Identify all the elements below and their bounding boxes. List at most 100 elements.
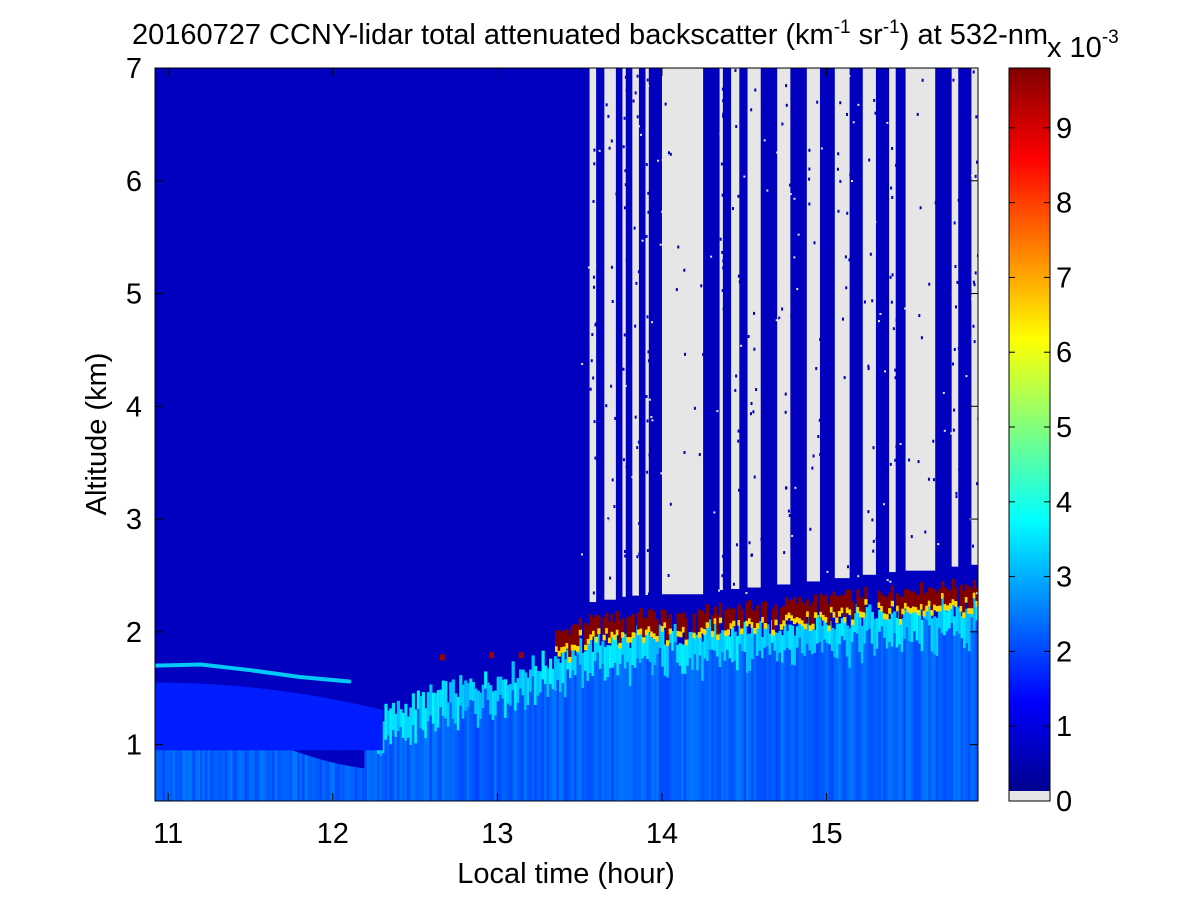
bl-column <box>621 637 625 801</box>
bl-column <box>499 676 503 801</box>
noise-speck <box>633 226 636 230</box>
bl-column <box>264 741 268 801</box>
bl-top-gradient <box>683 644 687 674</box>
bl-column <box>888 619 892 801</box>
bl-column <box>339 764 343 801</box>
bl-top-gradient <box>693 634 697 655</box>
cloud-cell <box>705 604 709 623</box>
lower-layer-cell <box>265 689 270 751</box>
bl-top-gradient <box>666 640 670 678</box>
bl-column <box>406 716 410 801</box>
lower-layer-cell <box>322 697 326 751</box>
noise-speck <box>932 474 935 477</box>
cloud-edge <box>724 630 728 637</box>
cloud-edge <box>621 632 625 638</box>
bl-column <box>556 658 560 801</box>
noise-speck <box>647 210 650 214</box>
no-data-band <box>889 68 896 573</box>
bl-top-gradient <box>885 619 889 649</box>
bl-column <box>297 752 301 801</box>
bl-column <box>371 729 376 801</box>
bl-column <box>633 632 637 801</box>
bl-column <box>421 692 425 801</box>
noise-speck <box>647 359 650 363</box>
bl-column <box>344 765 348 801</box>
lower-layer-cell <box>177 682 182 751</box>
noise-speck <box>919 206 922 210</box>
noise-speck <box>927 477 930 481</box>
noise-speck <box>890 300 893 304</box>
bl-top-gradient <box>748 633 752 671</box>
x-tick-label: 14 <box>646 818 678 850</box>
noise-speck <box>683 268 686 272</box>
bl-column <box>269 743 273 801</box>
bl-column <box>808 616 812 801</box>
plot-frame <box>154 67 979 802</box>
bl-column <box>651 637 655 801</box>
cloud-edge <box>829 606 834 613</box>
bl-column <box>342 765 346 801</box>
bl-column <box>401 712 405 801</box>
bl-column <box>162 743 166 801</box>
cloud-edge <box>845 607 850 614</box>
noise-speck <box>872 549 875 553</box>
cloud-edge <box>668 628 672 635</box>
lower-layer-cell <box>356 704 361 751</box>
cloud-edge <box>811 623 815 630</box>
cloud-edge <box>975 600 978 607</box>
bl-top-gradient <box>461 684 465 719</box>
lower-layer-cell <box>260 688 264 751</box>
cloud-cell <box>832 591 836 612</box>
noise-speck <box>816 100 819 104</box>
noise-speck <box>716 410 719 413</box>
x-axis-ticks: 11 12 13 14 15 <box>153 68 843 850</box>
bl-column <box>571 637 575 801</box>
no-data-band <box>905 68 936 571</box>
noise-speck <box>740 344 743 347</box>
noise-speck <box>976 482 978 486</box>
cloud-edge <box>607 637 612 644</box>
noise-speck <box>610 384 613 388</box>
bl-column <box>908 605 912 801</box>
bl-top-gradient <box>713 622 717 651</box>
noise-speck <box>669 502 672 506</box>
noise-speck <box>722 307 725 311</box>
cloud-edge <box>864 599 868 605</box>
bl-column <box>591 651 595 801</box>
cloud-edge <box>610 631 614 638</box>
lower-layer-cell <box>180 682 184 751</box>
colorbar-tick-label: 9 <box>1056 113 1072 145</box>
cloud-cell <box>724 609 728 631</box>
lower-layer-cell <box>183 683 187 751</box>
noise-speck <box>752 410 755 414</box>
lower-layer-cell <box>262 688 267 751</box>
bl-column <box>366 719 371 801</box>
bl-top-gradient <box>593 633 598 661</box>
bl-column <box>249 737 253 801</box>
noise-speck <box>921 78 924 82</box>
noise-speck <box>836 167 839 171</box>
bl-column <box>948 600 952 801</box>
bl-column <box>731 627 735 801</box>
bl-top-gradient <box>955 606 959 632</box>
noise-speck <box>760 537 763 541</box>
bl-column <box>943 597 947 801</box>
bl-top-gradient <box>661 629 665 667</box>
noise-speck <box>781 307 784 311</box>
bl-column <box>319 759 323 801</box>
noise-speck <box>661 159 664 162</box>
bl-column <box>334 763 338 801</box>
bl-column <box>913 612 917 801</box>
noise-speck <box>951 362 954 366</box>
noise-speck <box>808 177 811 181</box>
cloud-edge <box>906 606 910 613</box>
cloud-cell <box>602 617 606 635</box>
noise-speck <box>841 317 844 321</box>
bl-column <box>623 633 627 801</box>
bl-top-gradient <box>541 650 545 680</box>
cloud-cell <box>880 594 884 607</box>
cloud-edge <box>806 611 810 618</box>
bl-top-gradient <box>973 598 977 631</box>
noise-speck <box>812 190 815 193</box>
cloud-edge <box>589 634 593 641</box>
